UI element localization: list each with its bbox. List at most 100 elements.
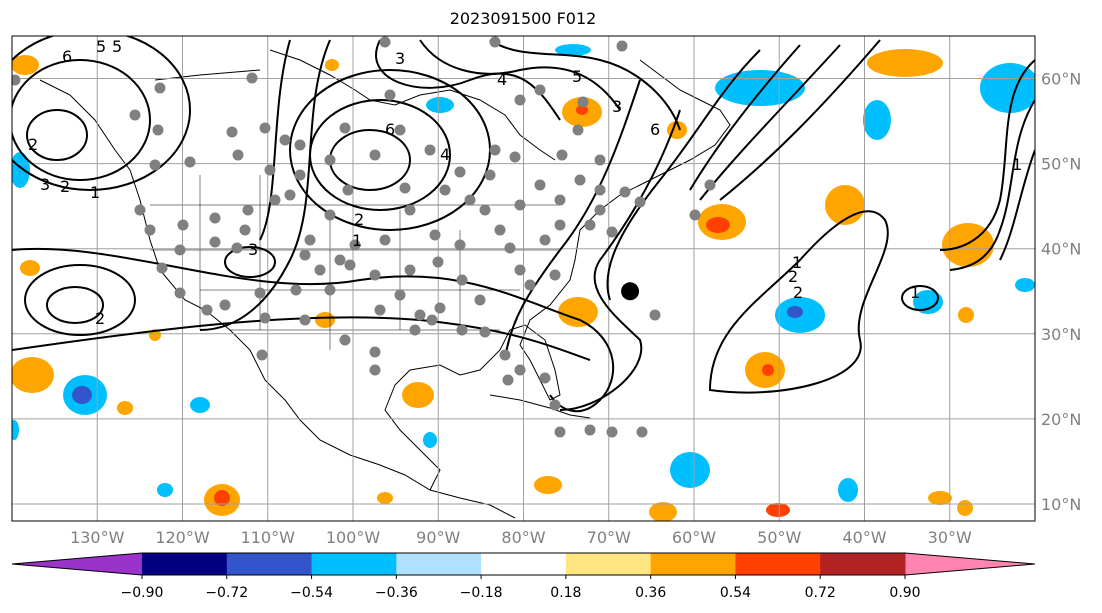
shade-blob xyxy=(838,478,858,502)
obs-dot xyxy=(479,204,491,216)
shade-blob xyxy=(117,401,133,415)
obs-dot xyxy=(456,324,468,336)
obs-dot xyxy=(129,109,141,121)
obs-dot xyxy=(324,209,336,221)
obs-dot xyxy=(404,204,416,216)
lon-label: 40°W xyxy=(842,528,886,547)
obs-dot xyxy=(616,40,628,52)
contour-label: 3 xyxy=(40,175,50,194)
shade-blob xyxy=(867,49,943,77)
lat-label: 60°N xyxy=(1041,70,1081,89)
contour-label: 6 xyxy=(62,47,72,66)
obs-dot xyxy=(184,156,196,168)
obs-dot xyxy=(174,287,186,299)
obs-dot xyxy=(432,256,444,268)
shade-blob xyxy=(214,490,230,506)
obs-dot xyxy=(534,179,546,191)
shade-blob xyxy=(190,397,210,413)
shade-blob xyxy=(20,260,40,276)
obs-dot xyxy=(426,314,438,326)
obs-dot xyxy=(374,304,386,316)
obs-dot xyxy=(226,126,238,138)
obs-dot xyxy=(369,346,381,358)
obs-dot xyxy=(539,372,551,384)
obs-dot xyxy=(549,269,561,281)
obs-dot xyxy=(489,36,501,48)
shade-blob xyxy=(423,432,437,448)
obs-dot xyxy=(254,287,266,299)
contour-label: 2 xyxy=(354,210,364,229)
obs-dot xyxy=(324,284,336,296)
obs-dot xyxy=(474,294,486,306)
lon-label: 120°W xyxy=(155,528,210,547)
obs-dot xyxy=(144,224,156,236)
obs-dot xyxy=(269,194,281,206)
colorbar-box xyxy=(142,553,228,575)
contour-labels: 6 5 4 3 2 1 6 5 4 3 2 1 2 3 2 1 1 2 3 1 … xyxy=(28,37,1022,328)
observation-dots xyxy=(12,36,716,438)
obs-dot xyxy=(424,144,436,156)
obs-dot xyxy=(219,299,231,311)
shade-blob xyxy=(12,420,19,440)
obs-dot xyxy=(239,224,251,236)
contour xyxy=(504,79,641,361)
colorbar-box xyxy=(735,553,821,575)
obs-dot xyxy=(556,149,568,161)
coastline-atlantic xyxy=(384,59,731,491)
colorbar-box xyxy=(820,553,906,575)
obs-dot xyxy=(394,289,406,301)
contour xyxy=(949,99,1035,271)
shade-blob xyxy=(12,55,39,75)
contour xyxy=(199,39,331,331)
obs-dot xyxy=(379,36,391,48)
contour-label: 6 xyxy=(650,120,660,139)
obs-dot xyxy=(152,124,164,136)
map-frame xyxy=(11,35,1036,522)
colorbar-tick-label: −0.90 xyxy=(121,585,164,601)
coastline-hudson xyxy=(269,49,556,161)
contour xyxy=(46,286,104,324)
colorbar-box xyxy=(311,553,397,575)
shade-blob xyxy=(325,59,339,71)
shade-blob xyxy=(12,357,54,393)
colorbar: −0.90 −0.72 −0.54 −0.36 −0.18 0.18 0.36 0.54 0.7… xyxy=(11,552,1036,601)
shade-blob xyxy=(670,452,710,488)
contour-label: 2 xyxy=(793,283,803,302)
shade-blob xyxy=(426,97,454,113)
obs-dot xyxy=(606,226,618,238)
colorbar-tick-label: −0.72 xyxy=(205,585,248,601)
contour-label: 1 xyxy=(792,253,802,272)
contour xyxy=(12,316,591,361)
obs-dot xyxy=(294,139,306,151)
obs-dot xyxy=(279,134,291,146)
lon-label: 90°W xyxy=(416,528,460,547)
shade-blob xyxy=(649,502,677,521)
obs-dot xyxy=(514,364,526,376)
obs-dot xyxy=(342,184,354,196)
obs-dot xyxy=(174,244,186,256)
obs-dot xyxy=(284,189,296,201)
obs-dot xyxy=(414,309,426,321)
obs-dot xyxy=(594,184,606,196)
obs-dot xyxy=(584,424,596,436)
contour xyxy=(26,109,88,161)
contour-label: 2 xyxy=(28,135,38,154)
obs-dot xyxy=(429,229,441,241)
obs-dot xyxy=(539,234,551,246)
obs-dot xyxy=(379,234,391,246)
contour xyxy=(419,39,621,111)
obs-dot xyxy=(369,149,381,161)
shade-blob xyxy=(534,476,562,494)
obs-dot xyxy=(509,151,521,163)
obs-dot xyxy=(499,349,511,361)
shade-blob xyxy=(913,290,943,314)
lat-label: 10°N xyxy=(1041,495,1081,514)
shade-blob xyxy=(762,364,774,376)
lon-label: 100°W xyxy=(326,528,381,547)
colorbar-tick-label: 0.18 xyxy=(550,585,581,601)
contour-label: 1 xyxy=(352,231,362,250)
obs-dot xyxy=(209,236,221,248)
obs-dot xyxy=(259,122,271,134)
colorbar-tick-label: 0.90 xyxy=(889,585,920,601)
